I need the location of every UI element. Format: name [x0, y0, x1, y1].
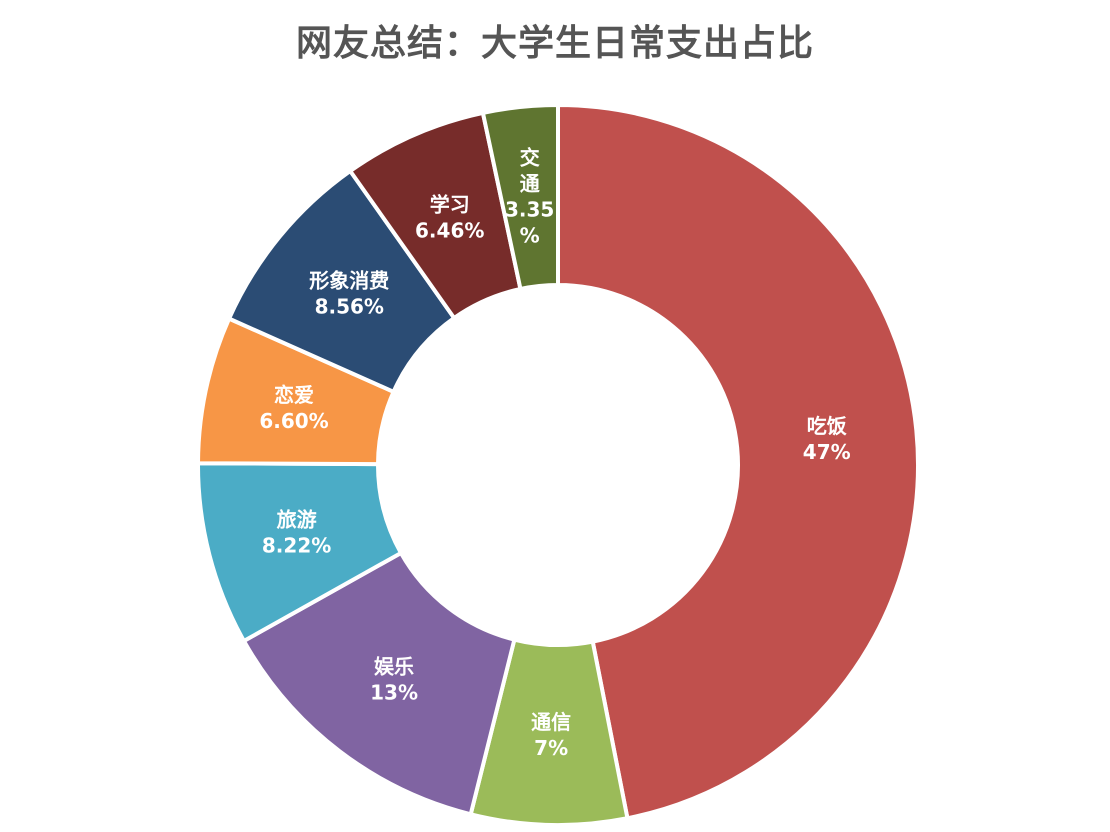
slice-label-7: 交通 3.35%: [505, 145, 554, 247]
slice-label-5: 形象消费 8.56%: [309, 269, 389, 319]
chart-title: 网友总结：大学生日常支出占比: [295, 23, 814, 64]
slice-label-0: 吃饭 47%: [803, 414, 851, 464]
slice-0: [556, 102, 920, 821]
slice-label-2: 娱乐 13%: [370, 655, 418, 705]
slice-label-6: 学习 6.46%: [415, 193, 484, 243]
slice-2: [241, 550, 517, 817]
slice-label-3: 旅游 8.22%: [262, 508, 331, 558]
slice-label-4: 恋爱 6.60%: [259, 383, 328, 433]
slice-7: [480, 102, 560, 292]
slice-label-1: 通信 7%: [531, 710, 571, 760]
